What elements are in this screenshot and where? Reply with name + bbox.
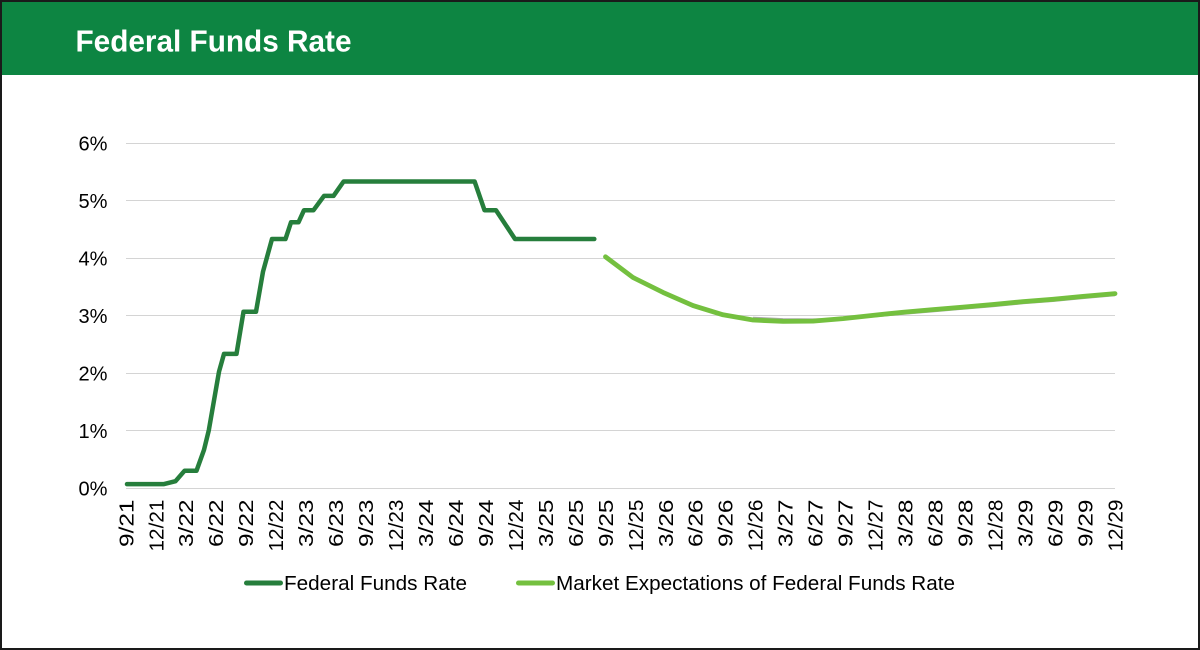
svg-text:5%: 5% [79, 190, 108, 213]
svg-text:9/28: 9/28 [955, 500, 978, 548]
svg-text:6/29: 6/29 [1044, 500, 1067, 548]
svg-text:12/25: 12/25 [625, 500, 648, 552]
svg-text:6/22: 6/22 [205, 500, 228, 548]
svg-text:9/25: 9/25 [595, 500, 618, 548]
svg-text:Federal Funds Rate: Federal Funds Rate [284, 573, 467, 595]
svg-text:9/23: 9/23 [355, 500, 378, 548]
svg-text:Federal Funds Rate: Federal Funds Rate [76, 23, 352, 58]
svg-text:12/21: 12/21 [145, 500, 168, 552]
svg-text:6/28: 6/28 [925, 500, 948, 548]
svg-text:3/25: 3/25 [535, 500, 558, 548]
svg-text:9/26: 9/26 [715, 500, 738, 548]
svg-text:3/27: 3/27 [775, 500, 798, 548]
svg-text:3/22: 3/22 [175, 500, 198, 548]
svg-text:9/22: 9/22 [235, 500, 258, 548]
svg-text:12/24: 12/24 [505, 500, 528, 552]
svg-text:3/28: 3/28 [895, 500, 918, 548]
svg-text:9/24: 9/24 [475, 500, 498, 547]
svg-text:6/26: 6/26 [685, 500, 708, 548]
svg-text:6/24: 6/24 [445, 500, 468, 548]
svg-text:6/25: 6/25 [565, 500, 588, 548]
svg-text:3%: 3% [79, 305, 108, 328]
svg-text:3/24: 3/24 [415, 500, 438, 548]
svg-text:3/26: 3/26 [655, 500, 678, 548]
svg-text:1%: 1% [79, 420, 108, 443]
svg-text:2%: 2% [79, 362, 108, 385]
svg-text:9/27: 9/27 [835, 500, 858, 548]
svg-text:Market Expectations of Federal: Market Expectations of Federal Funds Rat… [556, 573, 955, 595]
svg-text:12/29: 12/29 [1104, 500, 1127, 552]
svg-text:0%: 0% [79, 477, 108, 500]
svg-text:6/27: 6/27 [805, 500, 828, 548]
svg-text:12/27: 12/27 [865, 500, 888, 552]
svg-text:12/22: 12/22 [265, 500, 288, 552]
svg-text:9/29: 9/29 [1074, 500, 1097, 548]
svg-text:12/28: 12/28 [984, 500, 1007, 552]
svg-text:6%: 6% [79, 133, 108, 156]
svg-text:12/26: 12/26 [745, 500, 768, 552]
svg-text:3/29: 3/29 [1014, 500, 1037, 548]
svg-text:9/21: 9/21 [115, 500, 138, 548]
svg-text:3/23: 3/23 [295, 500, 318, 548]
svg-text:4%: 4% [79, 247, 108, 270]
svg-text:6/23: 6/23 [325, 500, 348, 548]
svg-text:12/23: 12/23 [385, 500, 408, 552]
